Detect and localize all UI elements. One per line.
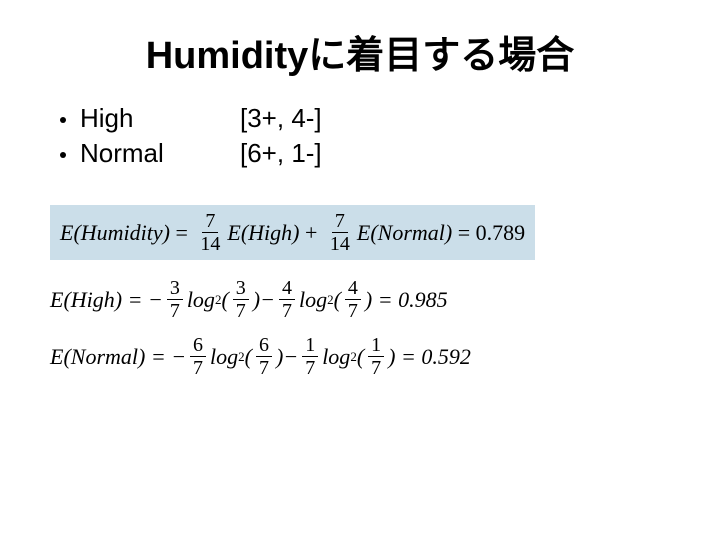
list-item: High [3+, 4-] [60,103,670,134]
bullet-distribution: [3+, 4-] [240,103,322,134]
eq-func: E(Normal) [357,220,452,246]
bullet-list: High [3+, 4-] Normal [6+, 1-] [60,103,670,169]
log-label: log [210,344,238,370]
minus-sign: − [260,287,275,313]
equals-sign: = [145,344,171,370]
fraction: 1 7 [302,335,318,378]
fraction: 3 7 [233,278,249,321]
fraction: 7 14 [197,211,223,254]
fraction: 6 7 [256,335,272,378]
eq-func: E(High) [227,220,299,246]
log-label: log [187,287,215,313]
fraction: 7 14 [327,211,353,254]
minus-sign: − [283,344,298,370]
eq-value: 0.789 [476,220,526,246]
bullet-icon [60,117,66,123]
plus-sign: + [299,220,322,246]
equals-sign: = [170,220,193,246]
eq-lhs: E(Normal) [50,344,145,370]
slide: Humidityに着目する場合 High [3+, 4-] Normal [6+… [0,0,720,540]
fraction: 4 7 [279,278,295,321]
eq-lhs: E(High) [50,287,122,313]
minus-sign: − [171,344,186,370]
paren: ( [221,287,228,313]
equation-high: E(High) = − 3 7 log2 ( 3 7 ) − 4 7 log2 … [50,278,670,321]
eq-value: 0.592 [421,344,471,370]
fraction: 6 7 [190,335,206,378]
bullet-distribution: [6+, 1-] [240,138,322,169]
eq-lhs: E(Humidity) [60,220,170,246]
equals-sign: = [122,287,148,313]
equals-sign: = [395,344,421,370]
equation-humidity: E(Humidity) = 7 14 E(High) + 7 14 E(Norm… [60,211,525,254]
bullet-icon [60,152,66,158]
bullet-label: High [80,103,240,134]
log-label: log [322,344,350,370]
paren: ) [276,344,283,370]
equation-highlight-box: E(Humidity) = 7 14 E(High) + 7 14 E(Norm… [50,205,535,260]
bullet-label: Normal [80,138,240,169]
eq-value: 0.985 [398,287,448,313]
paren: ( [357,344,364,370]
list-item: Normal [6+, 1-] [60,138,670,169]
equals-sign: = [372,287,398,313]
paren: ) [365,287,372,313]
minus-sign: − [148,287,163,313]
paren: ( [334,287,341,313]
paren: ) [388,344,395,370]
slide-title: Humidityに着目する場合 [50,24,670,79]
equals-sign: = [452,220,475,246]
paren: ( [245,344,252,370]
fraction: 3 7 [167,278,183,321]
log-label: log [299,287,327,313]
paren: ) [253,287,260,313]
fraction: 4 7 [345,278,361,321]
equation-normal: E(Normal) = − 6 7 log2 ( 6 7 ) − 1 7 log… [50,335,670,378]
fraction: 1 7 [368,335,384,378]
